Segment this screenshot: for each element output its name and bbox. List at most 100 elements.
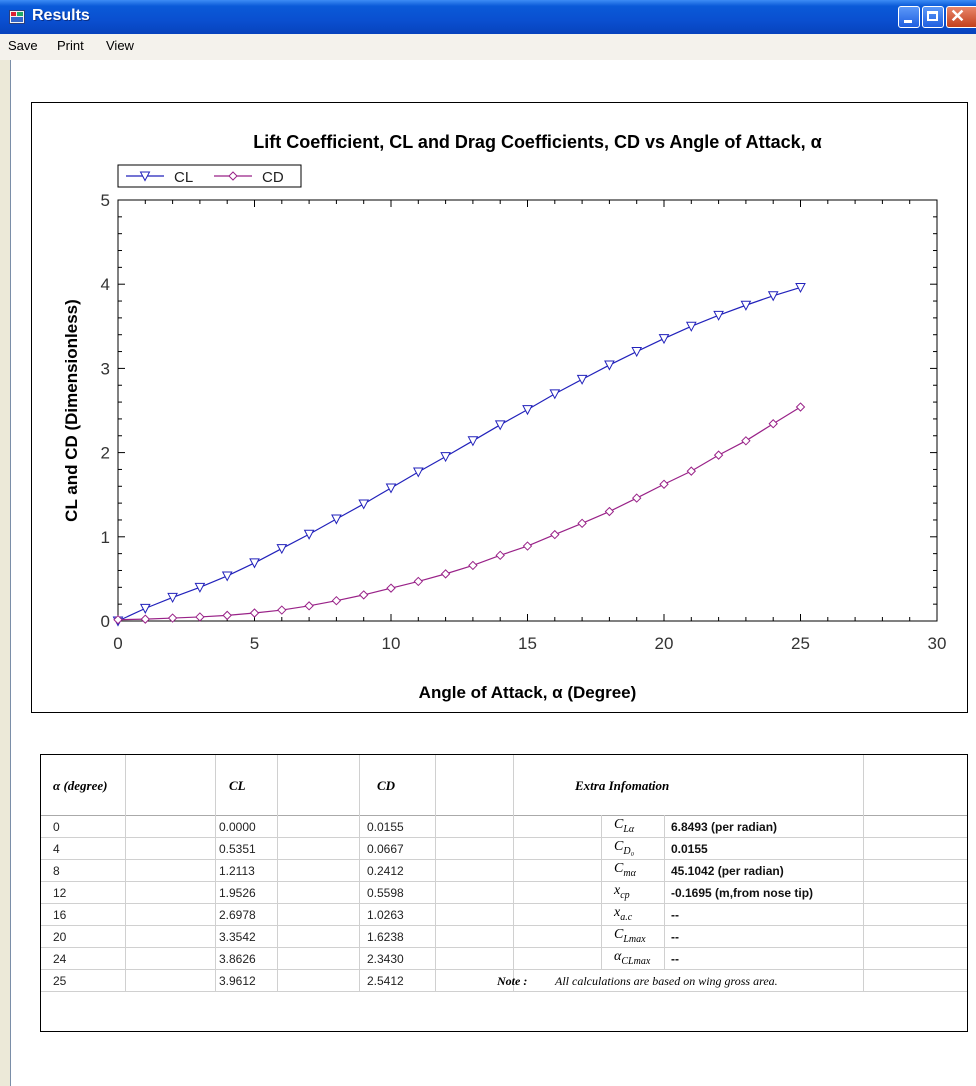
info-symbol: xa.c bbox=[614, 905, 632, 923]
row-cd: 2.3430 bbox=[367, 952, 404, 966]
data-point-cl bbox=[685, 321, 697, 332]
data-point-cl bbox=[440, 452, 451, 463]
data-point-cl bbox=[167, 592, 178, 603]
symbol-subscript: D₀ bbox=[623, 845, 635, 857]
data-point-cl bbox=[385, 483, 397, 494]
data-point-cl bbox=[494, 420, 506, 431]
row-alpha: 25 bbox=[53, 974, 67, 988]
close-button[interactable]: ✕ bbox=[946, 6, 976, 28]
y-tick-label: 0 bbox=[101, 612, 110, 631]
series-line-cl bbox=[117, 286, 801, 622]
x-tick-label: 30 bbox=[928, 634, 947, 653]
series-line-cd bbox=[117, 406, 801, 621]
data-point-cl bbox=[139, 603, 151, 614]
symbol-subscript: Lmax bbox=[623, 933, 646, 945]
data-point-cd bbox=[795, 402, 806, 412]
menu-save[interactable]: Save bbox=[8, 38, 38, 53]
data-point-cd bbox=[140, 614, 151, 624]
data-point-cd bbox=[768, 419, 778, 429]
row-cl: 3.9612 bbox=[219, 974, 256, 988]
data-point-cd bbox=[577, 518, 587, 529]
symbol-base: C bbox=[614, 927, 624, 942]
data-point-cl bbox=[412, 467, 424, 478]
data-point-cd bbox=[659, 479, 669, 489]
data-point-cl bbox=[713, 310, 724, 321]
y-tick-label: 3 bbox=[101, 359, 110, 378]
results-table: α (degree) CL CD Extra Infomation 0 0.000… bbox=[40, 754, 968, 1032]
header-cd: CD bbox=[377, 778, 396, 793]
symbol-subscript: cp bbox=[620, 889, 630, 901]
symbol-subscript: Lα bbox=[623, 823, 635, 835]
x-axis-label: Angle of Attack, α (Degree) bbox=[419, 683, 637, 702]
info-value: -- bbox=[671, 908, 679, 922]
data-point-cd bbox=[331, 595, 342, 606]
row-cl: 0.0000 bbox=[219, 820, 256, 834]
info-symbol: CD₀ bbox=[614, 839, 634, 857]
info-symbol: αCLmax bbox=[614, 949, 650, 967]
data-point-cl bbox=[194, 582, 206, 593]
row-cd: 0.2412 bbox=[367, 864, 404, 878]
data-point-cl bbox=[221, 571, 233, 582]
info-value: 45.1042 (per radian) bbox=[671, 864, 784, 878]
x-tick-label: 10 bbox=[382, 634, 401, 653]
info-symbol: CLmax bbox=[614, 927, 646, 945]
maximize-icon bbox=[927, 11, 938, 21]
data-point-cd bbox=[386, 583, 396, 593]
y-tick-label: 5 bbox=[101, 191, 110, 210]
row-alpha: 24 bbox=[53, 952, 67, 966]
row-cd: 1.0263 bbox=[367, 908, 404, 922]
menu-bar: Save Print View bbox=[0, 34, 976, 60]
maximize-button[interactable] bbox=[922, 6, 944, 28]
x-tick-label: 5 bbox=[250, 634, 259, 653]
symbol-base: α bbox=[614, 949, 622, 964]
data-point-cd bbox=[304, 601, 314, 611]
symbol-base: C bbox=[614, 861, 624, 876]
data-point-cl bbox=[467, 436, 479, 447]
legend-marker bbox=[228, 171, 238, 181]
data-point-cl bbox=[604, 360, 615, 371]
row-cd: 1.6238 bbox=[367, 930, 404, 944]
row-alpha: 20 bbox=[53, 930, 67, 944]
info-value: -- bbox=[671, 930, 679, 944]
data-point-cd bbox=[522, 541, 533, 551]
row-cl: 3.8626 bbox=[219, 952, 256, 966]
row-cl: 0.5351 bbox=[219, 842, 256, 856]
app-icon bbox=[9, 10, 25, 24]
menu-view[interactable]: View bbox=[106, 38, 134, 53]
info-symbol: CLα bbox=[614, 817, 634, 835]
data-point-cl bbox=[522, 405, 533, 416]
chart-title: Lift Coefficient, CL and Drag Coefficien… bbox=[253, 132, 821, 152]
x-tick-label: 25 bbox=[791, 634, 810, 653]
data-point-cd bbox=[440, 569, 451, 579]
row-alpha: 4 bbox=[53, 842, 60, 856]
y-tick-label: 4 bbox=[101, 275, 110, 294]
data-point-cd bbox=[604, 506, 615, 517]
row-cl: 2.6978 bbox=[219, 908, 256, 922]
data-point-cl bbox=[658, 334, 670, 345]
row-cd: 0.5598 bbox=[367, 886, 404, 900]
menu-print[interactable]: Print bbox=[57, 38, 84, 53]
row-alpha: 8 bbox=[53, 864, 60, 878]
info-value: -0.1695 (m,from nose tip) bbox=[671, 886, 814, 900]
close-icon: ✕ bbox=[950, 6, 966, 26]
window-title: Results bbox=[32, 7, 90, 24]
symbol-subscript: CLmax bbox=[621, 955, 651, 967]
info-value: -- bbox=[671, 952, 679, 966]
results-chart: Lift Coefficient, CL and Drag Coefficien… bbox=[62, 132, 947, 702]
data-point-cl bbox=[549, 389, 561, 400]
legend-label: CD bbox=[262, 169, 284, 186]
symbol-base: x bbox=[614, 905, 621, 920]
symbol-base: x bbox=[614, 883, 621, 898]
info-value: 6.8493 (per radian) bbox=[671, 820, 778, 834]
row-alpha: 16 bbox=[53, 908, 67, 922]
header-extra-info: Extra Infomation bbox=[575, 778, 670, 793]
minimize-button[interactable] bbox=[898, 6, 920, 28]
data-point-cl bbox=[358, 499, 370, 510]
data-point-cl bbox=[740, 300, 752, 311]
data-point-cd bbox=[741, 436, 751, 446]
data-point-cd bbox=[113, 614, 123, 625]
symbol-subscript: mα bbox=[623, 867, 636, 879]
header-cl: CL bbox=[229, 778, 246, 793]
title-bar: Results ✕ bbox=[0, 0, 976, 34]
row-cd: 2.5412 bbox=[367, 974, 404, 988]
